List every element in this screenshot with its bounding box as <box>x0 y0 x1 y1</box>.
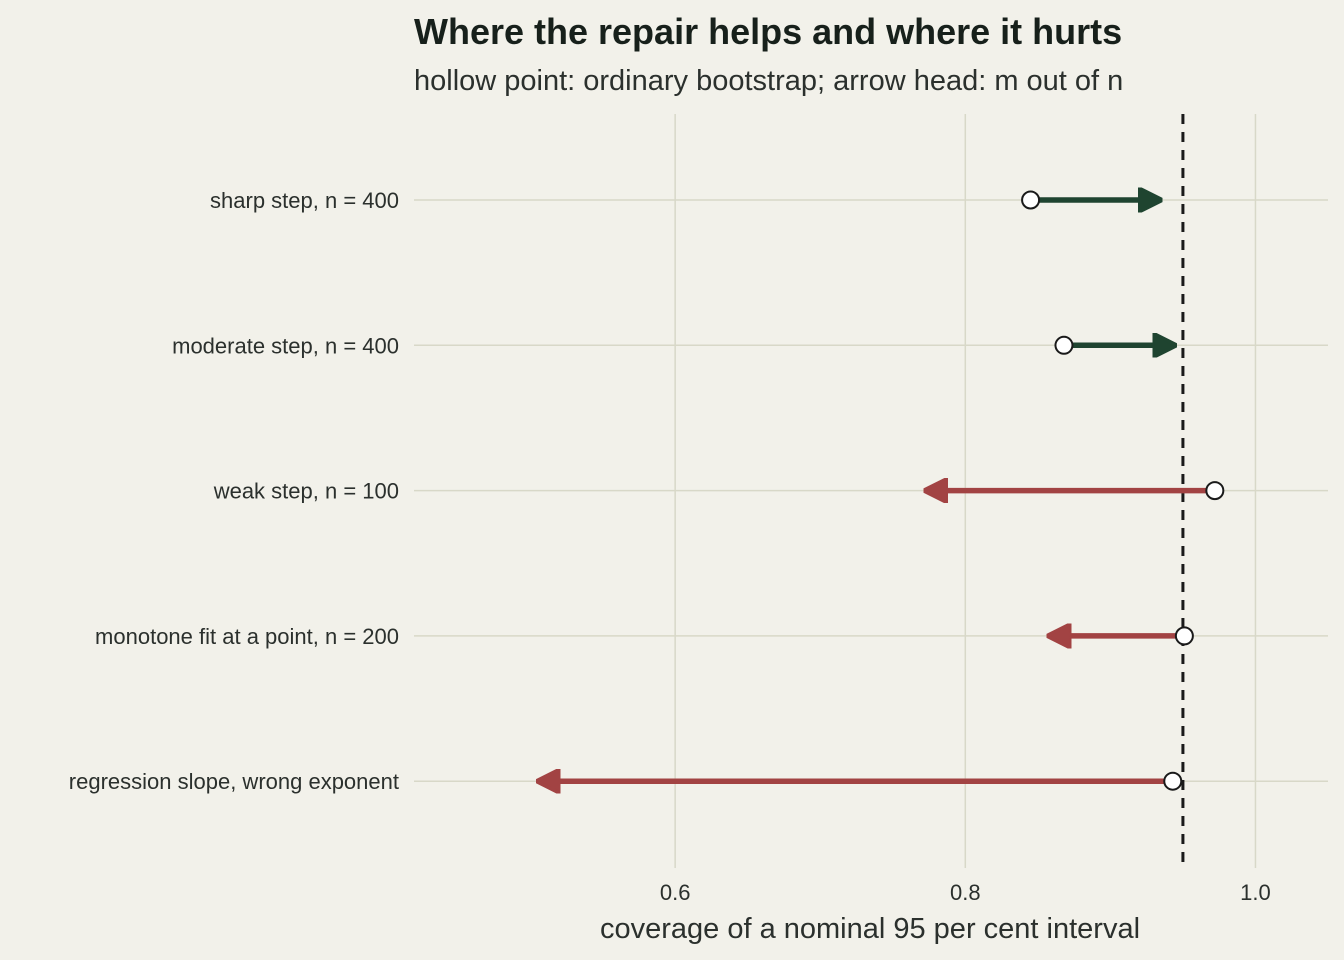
x-tick-label: 0.8 <box>950 880 981 905</box>
category-label: monotone fit at a point, n = 200 <box>95 624 399 649</box>
x-axis-title: coverage of a nominal 95 per cent interv… <box>600 913 1140 945</box>
category-label: regression slope, wrong exponent <box>69 769 399 794</box>
hollow-points <box>1021 190 1225 791</box>
category-label: moderate step, n = 400 <box>172 333 399 358</box>
ordinary-bootstrap-point <box>1174 626 1194 646</box>
x-tick-labels: 0.6 0.8 1.0 <box>660 880 1271 905</box>
category-label: weak step, n = 100 <box>213 479 399 504</box>
arrows <box>548 200 1215 781</box>
category-labels: sharp step, n = 400 moderate step, n = 40… <box>69 188 399 794</box>
grid-lines <box>414 114 1328 868</box>
ordinary-bootstrap-point <box>1054 335 1074 355</box>
chart-title: Where the repair helps and where it hurt… <box>414 11 1122 52</box>
ordinary-bootstrap-point <box>1163 771 1183 791</box>
ordinary-bootstrap-point <box>1021 190 1041 210</box>
category-label: sharp step, n = 400 <box>210 188 399 213</box>
x-tick-label: 0.6 <box>660 880 691 905</box>
ordinary-bootstrap-point <box>1205 481 1225 501</box>
x-tick-label: 1.0 <box>1240 880 1271 905</box>
chart-subtitle: hollow point: ordinary bootstrap; arrow … <box>414 65 1123 97</box>
